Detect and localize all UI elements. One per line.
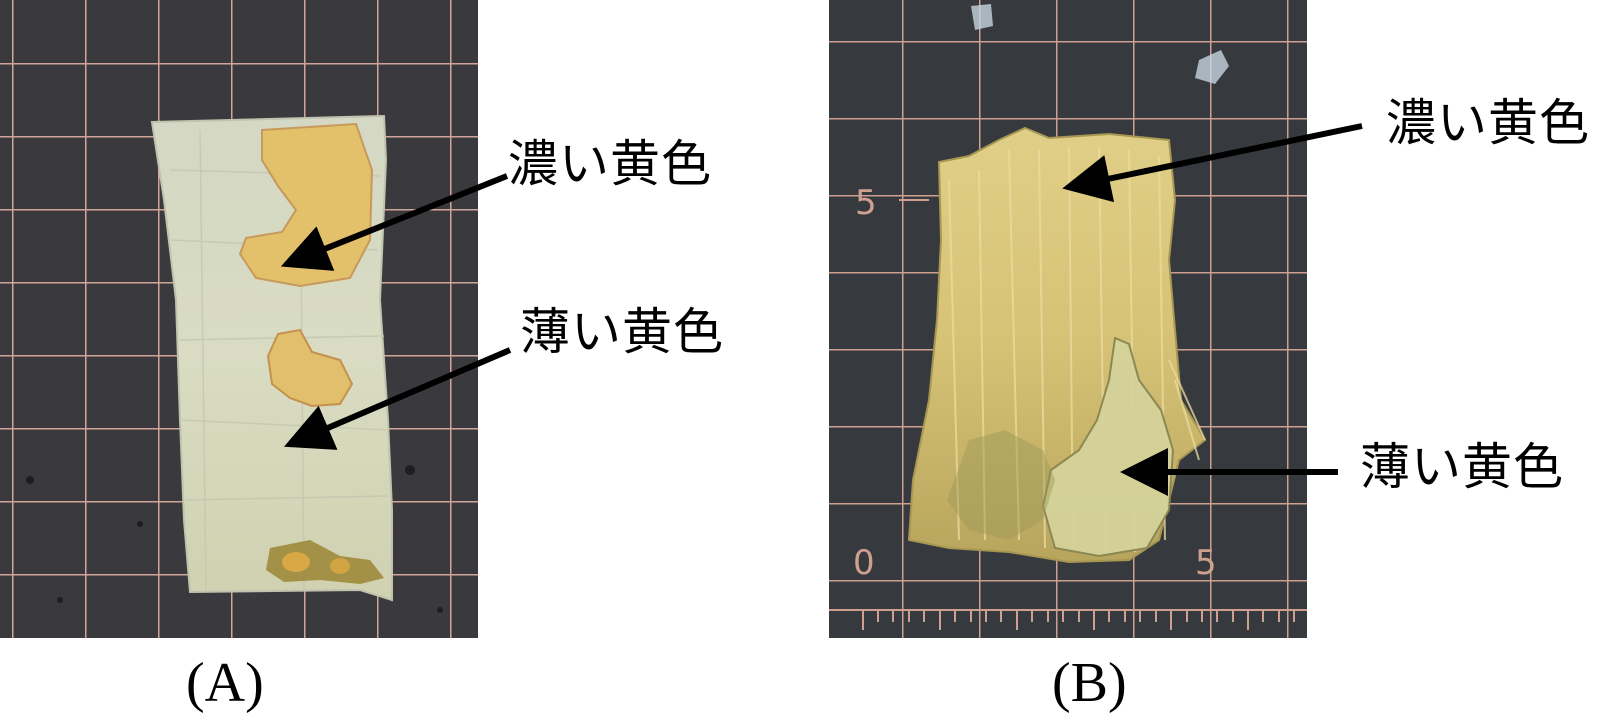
caption-a: (A)	[186, 652, 264, 714]
bottom-stain	[266, 540, 384, 584]
caption-b: (B)	[1052, 652, 1127, 714]
ruler-number-5-horizontal: 5	[1195, 543, 1217, 583]
ruler-ticks	[829, 199, 1307, 630]
sample-a-photo	[0, 0, 478, 638]
label-a-dark-yellow: 濃い黄色	[508, 135, 712, 193]
photo-panel-b: 5 0 5	[829, 0, 1307, 638]
light-yellow-region	[1041, 336, 1175, 558]
photo-panel-a	[0, 0, 478, 638]
water-mark	[947, 430, 1055, 540]
label-a-light-yellow: 薄い黄色	[520, 303, 724, 361]
label-b-dark-yellow: 濃い黄色	[1386, 94, 1590, 152]
label-b-light-yellow: 薄い黄色	[1360, 438, 1564, 496]
ruler-number-0: 0	[853, 543, 875, 583]
mat-debris	[26, 465, 443, 613]
mat-spots	[971, 4, 1229, 84]
sample-b-photo: 5 0 5	[829, 0, 1307, 638]
ruler-number-5-vertical: 5	[855, 183, 877, 223]
